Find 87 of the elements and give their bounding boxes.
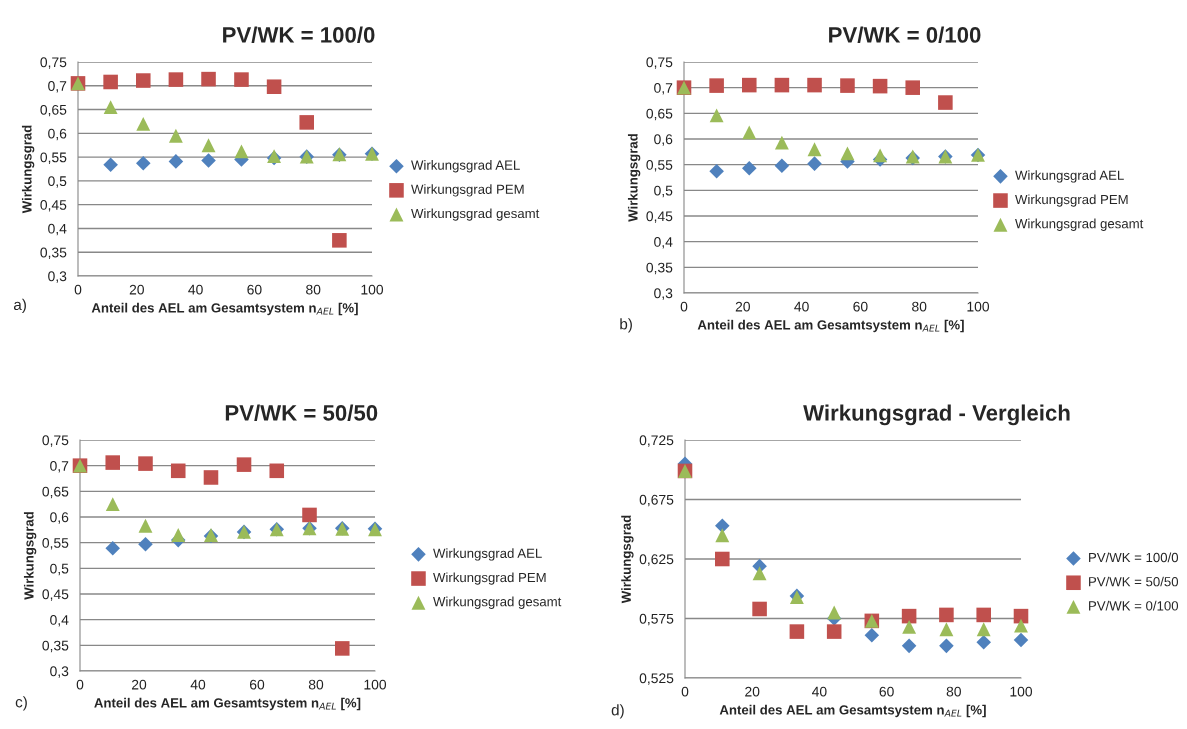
legend-label: Wirkungsgrad gesamt [433, 596, 562, 609]
y-tick-label: 0,75 [646, 57, 673, 69]
y-tick-label: 0,625 [639, 554, 674, 566]
y-tick-label: 0,4 [48, 223, 67, 236]
y-tick-label: 0,35 [42, 640, 69, 653]
x-tick-label: 80 [946, 686, 961, 697]
y-axis-title: Wirkungsgrad [627, 134, 641, 222]
x-tick-label: 100 [1010, 686, 1033, 697]
y-tick-label: 0,6 [50, 512, 69, 524]
y-tick-label: 0,45 [40, 200, 67, 212]
y-tick-label: 0,75 [42, 435, 69, 447]
x-tick-label: 40 [812, 686, 827, 697]
x-tick-label: 40 [794, 301, 809, 312]
chart-title: Wirkungsgrad - Vergleich [803, 404, 1070, 426]
legend-label: Wirkungsgrad AEL [411, 160, 520, 173]
y-tick-label: 0,575 [639, 613, 674, 626]
y-axis-title: Wirkungsgrad [23, 512, 37, 600]
x-tick-label: 80 [308, 679, 324, 690]
legend-label: Wirkungsgrad PEM [411, 184, 524, 197]
x-tick-label: 80 [912, 301, 927, 312]
x-tick-label: 60 [247, 284, 262, 295]
x-axis-title: Anteil des AEL am Gesamtsystem n$_{AEL}$ [%] [719, 704, 986, 718]
x-tick-label: 20 [745, 686, 760, 697]
y-tick-label: 0,65 [646, 108, 673, 121]
y-tick-label: 0,75 [40, 57, 67, 69]
legend-label: PV/WK = 0/100 [1089, 600, 1179, 611]
y-tick-label: 0,65 [42, 486, 69, 499]
y-tick-label: 0,525 [639, 673, 674, 685]
legend-label: Wirkungsgrad gesamt [411, 208, 540, 221]
x-axis-title: Anteil des AEL am Gesamtsystem n$_{AEL}$ [%] [94, 697, 361, 711]
y-tick-label: 0,45 [646, 211, 673, 223]
y-tick-label: 0,55 [42, 538, 69, 550]
x-tick-label: 0 [680, 301, 688, 312]
y-tick-label: 0,65 [40, 104, 67, 117]
x-axis-title: Anteil des AEL am Gesamtsystem n$_{AEL}$ [%] [91, 302, 358, 316]
legend-label: Wirkungsgrad AEL [433, 548, 542, 561]
legend-label: PV/WK = 100/0 [1089, 552, 1179, 563]
y-tick-label: 0,7 [50, 461, 69, 473]
y-tick-label: 0,6 [48, 128, 67, 141]
y-tick-label: 0,5 [48, 176, 67, 188]
x-tick-label: 0 [681, 686, 689, 697]
x-tick-label: 100 [361, 284, 384, 295]
x-tick-label: 20 [131, 679, 147, 690]
legend-label: Wirkungsgrad gesamt [1015, 218, 1144, 231]
y-tick-label: 0,4 [50, 615, 69, 627]
text: d) [611, 704, 624, 719]
legend-label: Wirkungsgrad AEL [1015, 170, 1124, 183]
y-tick-label: 0,55 [646, 160, 673, 172]
y-tick-label: 0,6 [654, 134, 673, 146]
text: b) [620, 318, 632, 333]
x-tick-label: 20 [129, 284, 144, 295]
y-tick-label: 0,45 [42, 589, 69, 601]
y-tick-label: 0,35 [40, 247, 67, 260]
x-tick-label: 60 [879, 686, 894, 697]
x-tick-label: 100 [967, 301, 990, 312]
legend-label: Wirkungsgrad PEM [433, 572, 546, 585]
y-tick-label: 0,35 [646, 262, 673, 275]
y-tick-label: 0,5 [50, 563, 69, 576]
x-tick-label: 40 [188, 284, 203, 295]
y-tick-label: 0,7 [654, 83, 673, 95]
y-tick-label: 0,4 [654, 237, 673, 249]
text: a) [13, 298, 26, 314]
y-tick-label: 0,3 [50, 666, 69, 678]
y-tick-label: 0,3 [48, 271, 67, 283]
x-tick-label: 60 [853, 301, 868, 312]
y-tick-label: 0,5 [654, 185, 673, 198]
x-tick-label: 0 [76, 679, 84, 690]
y-tick-label: 0,3 [654, 288, 673, 300]
y-tick-label: 0,55 [40, 152, 67, 164]
chart-title: PV/WK = 100/0 [223, 26, 375, 43]
x-tick-label: 0 [74, 284, 82, 295]
chart-title: PV/WK = 50/50 [225, 404, 378, 421]
legend-label: PV/WK = 50/50 [1089, 576, 1179, 587]
x-tick-label: 60 [249, 679, 265, 690]
x-tick-label: 20 [735, 301, 750, 312]
y-tick-label: 0,675 [639, 494, 674, 507]
y-tick-label: 0,725 [639, 435, 674, 447]
y-axis-title: Wirkungsgrad [621, 515, 634, 604]
legend-label: Wirkungsgrad PEM [1015, 194, 1128, 207]
y-tick-label: 0,7 [48, 81, 67, 93]
chart-title: PV/WK = 0/100 [829, 26, 981, 43]
x-tick-label: 80 [306, 284, 321, 295]
x-tick-label: 100 [364, 679, 387, 690]
x-tick-label: 40 [190, 679, 206, 690]
x-axis-title: Anteil des AEL am Gesamtsystem n$_{AEL}$ [%] [697, 319, 964, 333]
text: c) [15, 696, 27, 711]
y-axis-title: Wirkungsgrad [21, 125, 35, 214]
